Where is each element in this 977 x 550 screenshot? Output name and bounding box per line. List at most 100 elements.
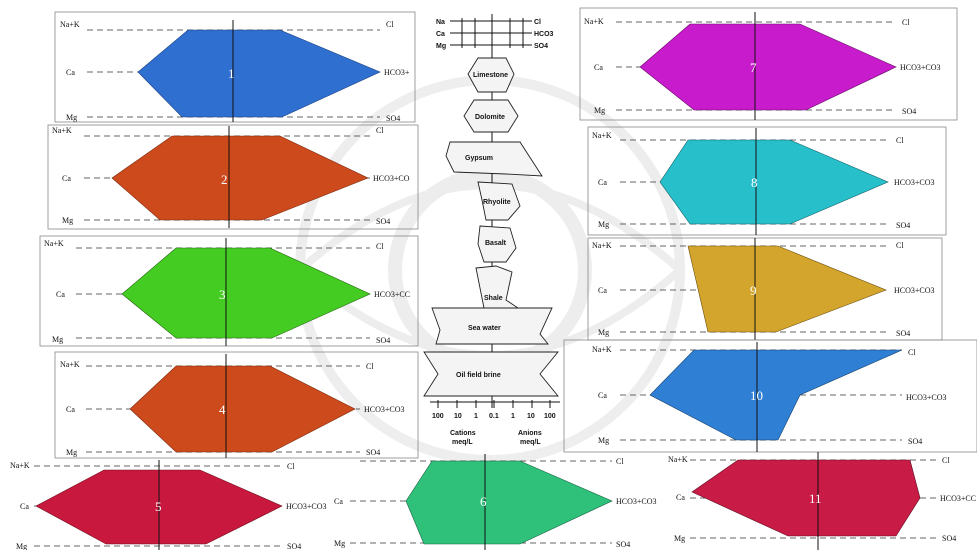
so4-label: SO4 (386, 114, 400, 123)
cl-label: Cl (902, 18, 910, 27)
stiff-polygon-4 (129, 365, 356, 453)
stiff-panel-10: Na+K Ca Mg Cl HCO3+CO3 SO4 10 (563, 339, 977, 453)
na-k-label: Na+K (60, 360, 80, 369)
cl-label: Cl (287, 462, 295, 471)
mg-label: Mg (674, 534, 685, 543)
stiff-polygon-8 (659, 139, 889, 225)
hco3-label: HCO3+CO3 (286, 502, 327, 511)
cl-label: Cl (908, 348, 916, 357)
na-k-label: Na+K (592, 345, 612, 354)
stiff-panel-11: Na+K Ca Mg Cl HCO3+CC SO4 11 (668, 452, 976, 550)
diagram-number-1: 1 (228, 66, 235, 81)
diagram-number-6: 6 (480, 494, 487, 509)
so4-label: SO4 (896, 221, 910, 230)
so4-label: SO4 (287, 542, 301, 550)
mg-label: Mg (334, 539, 345, 548)
ca-label: Ca (62, 174, 71, 183)
mg-label: Mg (66, 448, 77, 457)
shape-basalt (477, 225, 517, 263)
cl-label: Cl (896, 241, 904, 250)
hco3-label: HCO3+CC (940, 494, 976, 503)
stiff-polygon-10 (649, 349, 903, 441)
stiff-polygon-1 (137, 29, 381, 118)
cl-label: Cl (386, 20, 394, 29)
hco3-label: HCO3+CO3 (364, 405, 405, 414)
ca-label: Ca (20, 502, 29, 511)
so4-label: SO4 (942, 534, 956, 543)
na-k-label: Na+K (584, 17, 604, 26)
hco3-label: HCO3+CO3 (616, 497, 657, 506)
shape-sea-water (431, 307, 553, 345)
axis-tick-3: 1 (474, 413, 478, 420)
ref-so4-label: SO4 (534, 43, 548, 50)
axis-tick-1: 100 (432, 413, 444, 420)
stiff-panel-6: Ca Mg Cl HCO3+CO3 SO4 6 (334, 454, 657, 550)
stiff-panel-4: Na+K Ca Mg Cl HCO3+CO3 SO4 4 (54, 351, 419, 459)
shape-limestone (467, 57, 515, 93)
diagram-number-2: 2 (221, 172, 228, 187)
reference-scale-rows: Na Ca Mg Cl HCO3 SO4 (436, 14, 554, 50)
diagram-number-5: 5 (155, 499, 162, 514)
diagram-number-7: 7 (750, 60, 757, 75)
stiff-panel-3: Na+K Ca Mg Cl HCO3+CC SO4 3 (39, 235, 419, 347)
cations-label: Cations (450, 430, 476, 437)
ref-mg-label: Mg (436, 43, 446, 50)
stiff-panel-2: Na+K Ca Mg Cl HCO3+CO SO4 2 (47, 124, 419, 230)
shape-oil-field-brine (423, 351, 559, 397)
shape-dolomite (463, 99, 519, 133)
shape-gypsum (445, 141, 543, 177)
diagram-number-9: 9 (750, 283, 757, 298)
ref-hco3-label: HCO3 (534, 31, 554, 38)
hco3-label: HCO3+ (384, 68, 410, 77)
cl-label: Cl (376, 242, 384, 251)
shape-limestone-label: Limestone (473, 72, 508, 79)
stiff-polygon-9 (687, 245, 887, 333)
ca-label: Ca (676, 493, 685, 502)
cl-label: Cl (616, 457, 624, 466)
stiff-panel-1: Na+K Ca Mg Cl HCO3+ SO4 1 (54, 11, 416, 123)
so4-label: SO4 (376, 336, 390, 345)
diagram-number-4: 4 (219, 402, 226, 417)
reference-scale-axis: 100 10 1 0.1 1 10 100 Cations meq/L Anio… (430, 400, 560, 446)
hco3-label: HCO3+CO3 (894, 178, 935, 187)
stiff-polygon-7 (639, 23, 897, 111)
shape-rhyolite-label: Rhyolite (483, 199, 511, 206)
mg-label: Mg (16, 542, 27, 550)
diagram-number-3: 3 (219, 287, 226, 302)
mg-label: Mg (594, 106, 605, 115)
hco3-label: HCO3+CO3 (906, 393, 947, 402)
shape-shale (475, 265, 520, 309)
ca-label: Ca (598, 391, 607, 400)
stiff-panel-5: Na+K Ca Mg Cl HCO3+CO3 SO4 5 (10, 460, 327, 550)
cl-label: Cl (896, 136, 904, 145)
reference-stiff-diagram: Na Ca Mg Cl HCO3 SO4 Limestone Dolomite … (423, 14, 560, 446)
stiff-panel-8: Na+K Ca Mg Cl HCO3+CO3 SO4 8 (587, 126, 947, 236)
stiff-polygon-2 (111, 135, 369, 221)
stiff-panel-7: Na+K Ca Mg Cl HCO3+CO3 SO4 7 (579, 7, 958, 121)
anions-unit-label: meq/L (520, 439, 541, 446)
stiff-polygon-3 (121, 247, 371, 339)
na-k-label: Na+K (52, 126, 72, 135)
so4-label: SO4 (908, 437, 922, 446)
mg-label: Mg (66, 113, 77, 122)
axis-tick-2: 10 (454, 413, 462, 420)
axis-tick-4: 0.1 (489, 413, 499, 420)
na-k-label: Na+K (60, 20, 80, 29)
so4-label: SO4 (902, 107, 916, 116)
stiff-panel-9: Na+K Ca Mg Cl HCO3+CO3 SO4 9 (587, 237, 943, 341)
shape-oil-field-brine-label: Oil field brine (456, 372, 501, 379)
shape-gypsum-label: Gypsum (465, 155, 493, 162)
shape-basalt-label: Basalt (485, 240, 507, 247)
ca-label: Ca (598, 286, 607, 295)
so4-label: SO4 (376, 217, 390, 226)
axis-tick-7: 100 (544, 413, 556, 420)
mg-label: Mg (598, 436, 609, 445)
diagram-number-11: 11 (809, 491, 822, 506)
mg-label: Mg (62, 216, 73, 225)
hco3-label: HCO3+CC (374, 290, 410, 299)
ca-label: Ca (594, 63, 603, 72)
hco3-label: HCO3+CO (373, 174, 410, 183)
shape-shale-label: Shale (484, 295, 503, 302)
cl-label: Cl (942, 456, 950, 465)
